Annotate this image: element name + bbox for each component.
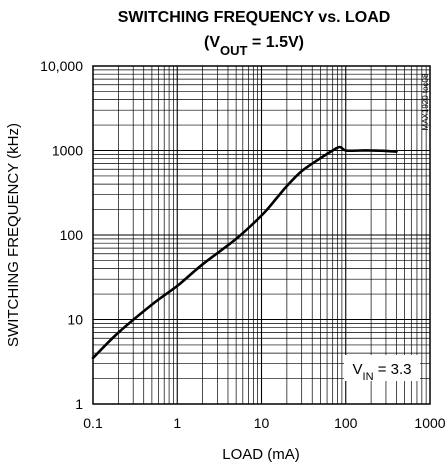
y-tick-label: 1 (75, 396, 83, 412)
series-line (91, 145, 398, 360)
x-tick-label: 10 (254, 415, 270, 431)
x-tick-label: 0.1 (83, 415, 103, 431)
y-tick-label: 10,000 (40, 58, 83, 74)
x-tick-label: 1000 (414, 415, 445, 431)
y-tick-label: 1000 (52, 143, 83, 159)
watermark: MAX1920 toc08 (421, 73, 430, 130)
y-tick-label: 100 (60, 227, 84, 243)
y-tick-label: 10 (67, 312, 83, 328)
vin-annotation: VIN = 3.3 (353, 361, 412, 383)
annotation-box (344, 355, 420, 381)
grid (93, 66, 430, 404)
y-axis-label: SWITCHING FREQUENCY (kHz) (5, 123, 22, 347)
y-tick-labels: 1 10 100 1000 10,000 (40, 58, 83, 412)
x-tick-label: 1 (173, 415, 181, 431)
chart-title: SWITCHING FREQUENCY vs. LOAD (118, 9, 391, 26)
chart-subtitle: (VOUT = 1.5V) (204, 34, 304, 58)
x-axis-label: LOAD (mA) (222, 446, 300, 463)
plot-area (92, 65, 431, 405)
x-tick-labels: 0.1 1 10 100 1000 (83, 415, 446, 431)
x-tick-label: 100 (334, 415, 358, 431)
